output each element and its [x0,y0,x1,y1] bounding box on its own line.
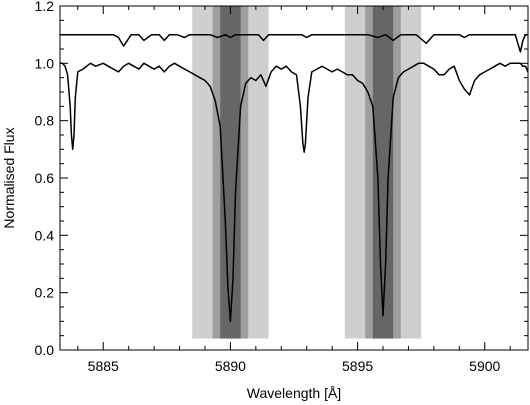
band-d1-5 [372,6,394,339]
x-axis-label: Wavelength [Å] [247,385,341,401]
y-tick-label: 0.8 [35,113,55,129]
y-axis-label: Normalised Flux [1,127,17,228]
y-tick-label: 1.0 [35,55,55,71]
y-tick-label: 0.2 [35,285,55,301]
band-d2-2 [220,6,241,339]
y-tick-label: 0.0 [35,342,55,358]
x-tick-label: 5900 [469,358,500,374]
spectrum-line-2 [60,33,528,53]
x-tick-label: 5890 [215,358,246,374]
y-tick-label: 0.4 [35,227,55,243]
axis-ticks [60,5,528,351]
shaded-bands [192,6,422,339]
y-tick-label: 0.6 [35,170,55,186]
x-tick-label: 5895 [342,358,373,374]
spectrum-line-1 [60,62,529,323]
x-tick-label: 5885 [88,358,119,374]
spectrum-series [60,33,529,323]
plot-frame [59,5,529,351]
tick-labels: 5885 5890 5895 5900 0.0 0.2 0.4 0.6 0.8 1.0 1.2 [35,0,501,374]
y-tick-label: 1.2 [35,0,55,14]
